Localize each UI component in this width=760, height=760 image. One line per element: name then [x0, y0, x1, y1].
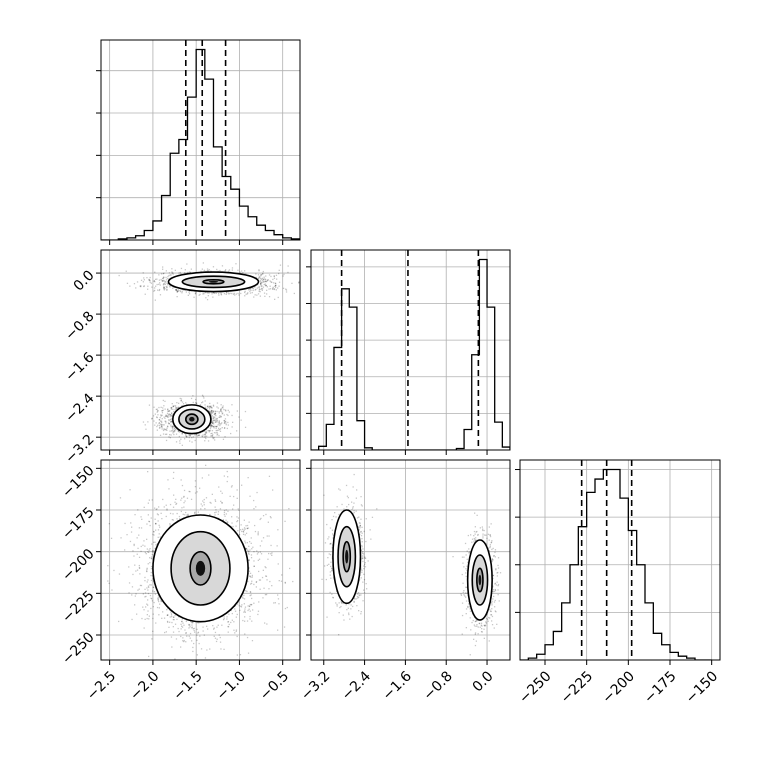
scatter-frame-1: [100, 249, 301, 451]
histogram-2: [311, 258, 510, 450]
contour-1-2: [181, 275, 246, 289]
density-core: [195, 560, 206, 576]
hist-frame-2: [310, 249, 511, 451]
density-core: [478, 574, 482, 586]
density-core: [208, 280, 219, 283]
x-tick-label: −175: [641, 668, 680, 707]
scatter-panel-3: [306, 459, 511, 665]
density-core: [345, 549, 349, 564]
x-tick-label: −150: [683, 668, 722, 707]
contour-2-1: [466, 539, 493, 621]
contour-2-3: [476, 567, 484, 593]
histogram-1: [101, 48, 300, 240]
x-tick-label: −3.2: [298, 668, 333, 703]
scatter-panel-2: [96, 459, 301, 665]
x-tick-label: −1.6: [380, 668, 415, 703]
y-tick-label: −3.2: [62, 432, 97, 467]
x-tick-label: −2.5: [84, 668, 119, 703]
y-tick-label: −200: [59, 546, 98, 585]
hist-panel-2: [306, 249, 511, 455]
y-tick-label: −250: [59, 629, 98, 668]
contour-1-1: [152, 514, 249, 623]
x-tick-label: −250: [516, 668, 555, 707]
x-tick-label: −2.4: [339, 668, 374, 703]
x-tick-label: −1.0: [214, 668, 249, 703]
contour-1-2: [170, 530, 231, 606]
x-tick-label: 0.0: [470, 668, 497, 695]
scatter-panel-1: [96, 249, 301, 455]
hist-panel-1: [96, 39, 301, 245]
contour-1-1: [332, 509, 362, 605]
contour-2-3: [184, 413, 199, 426]
scatter-frame-3: [310, 459, 511, 661]
contour-1-1: [167, 271, 260, 293]
contour-1-3: [342, 540, 352, 573]
scatter-frame-2: [100, 459, 301, 661]
x-tick-label: −2.0: [127, 668, 162, 703]
contour-1-3: [202, 278, 225, 285]
y-tick-label: 0.0: [71, 267, 98, 294]
y-tick-label: −175: [59, 504, 98, 543]
x-tick-label: −200: [599, 668, 638, 707]
x-tick-label: −225: [558, 668, 597, 707]
y-tick-label: −0.8: [62, 308, 97, 343]
hist-frame-1: [100, 39, 301, 241]
density-core: [189, 416, 195, 422]
hist-panel-3: [515, 459, 721, 665]
x-tick-label: −0.8: [420, 668, 455, 703]
contour-2-2: [178, 408, 206, 430]
contour-2-2: [471, 554, 489, 606]
contour-1-3: [189, 550, 212, 586]
x-tick-label: −0.5: [257, 668, 292, 703]
hist-frame-3: [519, 459, 721, 661]
contour-2-1: [172, 404, 212, 435]
y-tick-label: −2.4: [62, 390, 97, 425]
y-tick-label: −225: [59, 588, 98, 627]
x-tick-label: −1.5: [170, 668, 205, 703]
histogram-3: [520, 468, 712, 660]
y-tick-label: −1.6: [62, 349, 97, 384]
y-tick-label: −150: [59, 463, 98, 502]
contour-1-2: [337, 525, 357, 588]
